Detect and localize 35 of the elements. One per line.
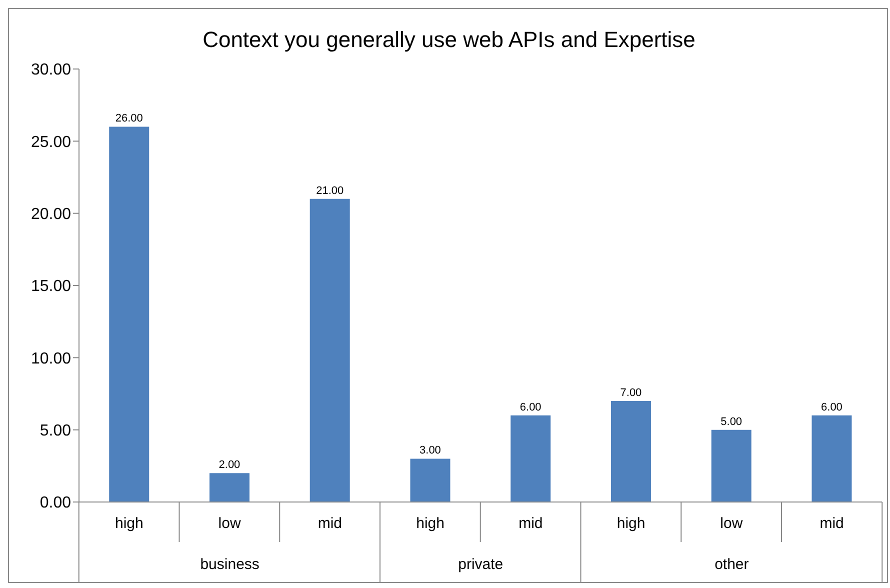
chart-title: Context you generally use web APIs and Expertise	[202, 27, 696, 53]
x-tick-label: mid	[820, 515, 844, 532]
bar	[711, 430, 752, 502]
bar	[310, 198, 350, 502]
data-label: 2.00	[218, 459, 240, 472]
x-tick-label: mid	[518, 515, 543, 532]
y-tick-label: 0.00	[40, 494, 72, 512]
bar	[410, 458, 450, 502]
y-tick-label: 5.00	[40, 422, 72, 440]
data-label: 3.00	[420, 444, 441, 457]
text: private	[458, 556, 504, 573]
x-tick-label: mid	[318, 515, 342, 532]
y-tick-label: 10.00	[30, 350, 72, 368]
x-tick-label: low	[720, 515, 743, 532]
text: business	[200, 556, 260, 573]
y-tick-label: 20.00	[30, 206, 72, 224]
data-label: 6.00	[821, 401, 842, 414]
data-label: 6.00	[520, 401, 542, 414]
bar	[610, 400, 651, 502]
bar	[209, 473, 250, 502]
bar	[812, 415, 852, 502]
x-tick-label: low	[218, 515, 241, 532]
x-tick-label: high	[416, 515, 444, 532]
y-tick-label: 25.00	[30, 134, 72, 151]
text: other	[714, 556, 749, 573]
data-label: 26.00	[115, 112, 143, 125]
x-tick-label: high	[616, 515, 646, 532]
x-tick-label: high	[115, 515, 144, 532]
y-tick-label: 15.00	[30, 278, 72, 296]
data-label: 21.00	[316, 184, 344, 197]
data-label: 5.00	[720, 416, 742, 428]
bar	[109, 126, 150, 502]
data-label: 7.00	[620, 386, 642, 399]
y-tick-label: 30.00	[30, 62, 72, 79]
bar	[510, 415, 551, 502]
